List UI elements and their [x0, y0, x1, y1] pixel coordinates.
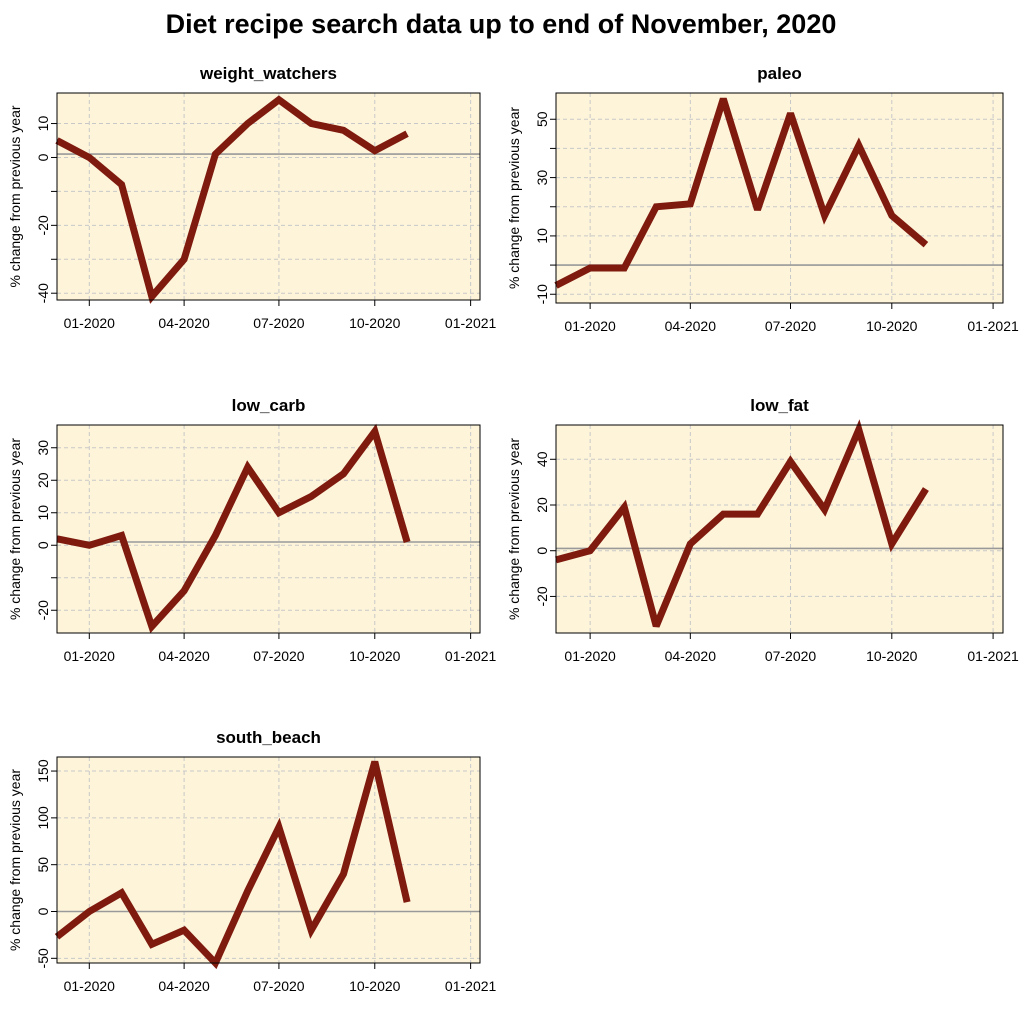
- x-tick-label: 07-2020: [253, 648, 305, 664]
- panel-low-fat: -20 0 20 40 01-2020 04-2020 07-2020 10-2020 01-2…: [506, 396, 1019, 664]
- x-tick-label: 07-2020: [253, 315, 305, 331]
- panel-low-carb: -20 0 10 20 30 01-2020 04-2020 07-2020 10-2020 01…: [7, 396, 497, 664]
- y-tick-label: 10: [534, 228, 550, 244]
- y-tick-label: 40: [534, 451, 550, 467]
- x-tick-label: 04-2020: [158, 978, 210, 994]
- plot-background: [57, 93, 480, 300]
- x-tick-label: 01-2021: [967, 648, 1019, 664]
- x-tick-label: 04-2020: [158, 648, 210, 664]
- y-tick-label: -50: [35, 948, 51, 968]
- panel-title: low_fat: [750, 396, 809, 415]
- x-tick-label: 01-2021: [445, 315, 497, 331]
- y-tick-label: 100: [35, 806, 51, 830]
- x-tick-label: 10-2020: [866, 648, 918, 664]
- y-tick-label: 0: [35, 541, 51, 549]
- y-axis-label: % change from previous year: [7, 438, 23, 620]
- y-tick-label: -20: [534, 586, 550, 606]
- x-tick-label: 01-2021: [445, 648, 497, 664]
- y-axis-label: % change from previous year: [7, 769, 23, 951]
- x-tick-label: 10-2020: [349, 315, 401, 331]
- x-tick-label: 01-2020: [64, 978, 116, 994]
- x-tick-label: 01-2020: [64, 315, 116, 331]
- chart-title: Diet recipe search data up to end of Nov…: [165, 9, 837, 39]
- y-tick-label: 20: [35, 472, 51, 488]
- y-axis-label: % change from previous year: [506, 107, 522, 289]
- y-tick-label: 30: [35, 440, 51, 456]
- x-tick-label: 01-2020: [64, 648, 116, 664]
- y-tick-label: 30: [534, 170, 550, 186]
- y-tick-label: -20: [35, 600, 51, 620]
- x-tick-label: 01-2020: [564, 648, 616, 664]
- y-tick-label: 50: [35, 857, 51, 873]
- x-tick-label: 04-2020: [665, 648, 717, 664]
- panel-title: low_carb: [232, 396, 306, 415]
- y-tick-label: 0: [534, 547, 550, 555]
- panel-south-beach: -50 0 50 100 150 01-2020 04-2020 07-2020 10-2020…: [7, 728, 497, 994]
- y-tick-label: 150: [35, 759, 51, 783]
- panel-weight-watchers: -40 -20 0 10 01-2020 04-2020 07-2020 10-2020 01-…: [7, 64, 497, 331]
- plot-frame: [56, 756, 481, 964]
- series-line: [554, 97, 929, 289]
- y-tick-label: 50: [534, 111, 550, 127]
- x-tick-label: 10-2020: [349, 648, 401, 664]
- plot-background: [57, 757, 480, 963]
- series-line: [55, 95, 409, 304]
- plot-frame: [56, 92, 481, 301]
- plot-frame: [555, 424, 1004, 634]
- plot-background: [556, 425, 1003, 633]
- y-tick-label: 10: [35, 505, 51, 521]
- x-tick-label: 04-2020: [665, 318, 717, 334]
- plot-background: [57, 425, 480, 633]
- panel-title: paleo: [757, 64, 801, 83]
- y-axis-label: % change from previous year: [506, 438, 522, 620]
- plot-frame: [56, 424, 481, 634]
- x-tick-label: 01-2021: [967, 318, 1019, 334]
- plot-background: [556, 93, 1003, 303]
- x-tick-label: 07-2020: [765, 648, 817, 664]
- y-tick-label: -20: [35, 215, 51, 235]
- y-tick-label: -40: [35, 283, 51, 303]
- panel-paleo: -10 10 30 50 01-2020 04-2020 07-2020 10-2020 01-…: [506, 64, 1019, 334]
- y-tick-label: 20: [534, 497, 550, 513]
- series-line: [54, 760, 411, 970]
- y-axis-label: % change from previous year: [7, 105, 23, 287]
- x-tick-label: 01-2021: [445, 978, 497, 994]
- y-tick-label: 0: [35, 907, 51, 915]
- y-tick-label: 10: [35, 116, 51, 132]
- x-tick-label: 10-2020: [349, 978, 401, 994]
- series-line: [56, 423, 411, 634]
- x-tick-label: 01-2020: [564, 318, 616, 334]
- panel-title: south_beach: [216, 728, 321, 747]
- plot-frame: [555, 92, 1004, 304]
- x-tick-label: 07-2020: [765, 318, 817, 334]
- panel-title: weight_watchers: [199, 64, 337, 83]
- x-tick-label: 10-2020: [866, 318, 918, 334]
- series-line: [555, 419, 929, 628]
- y-tick-label: -10: [534, 284, 550, 304]
- x-tick-label: 07-2020: [253, 978, 305, 994]
- y-tick-label: 0: [35, 153, 51, 161]
- x-tick-label: 04-2020: [158, 315, 210, 331]
